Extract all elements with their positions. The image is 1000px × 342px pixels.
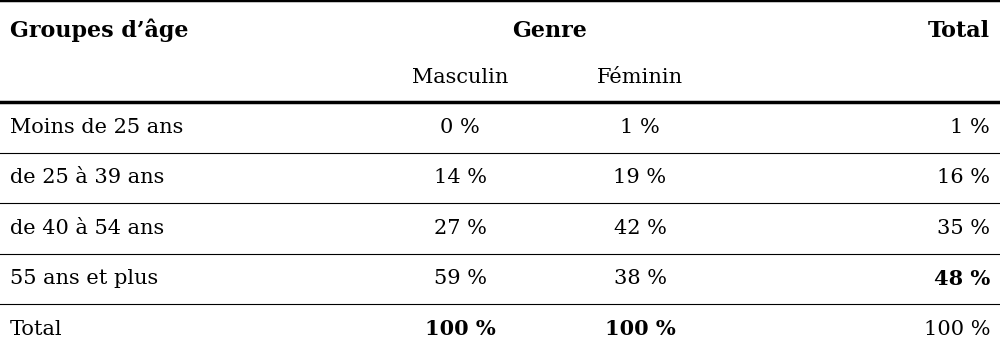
Text: de 25 à 39 ans: de 25 à 39 ans bbox=[10, 169, 164, 187]
Text: 42 %: 42 % bbox=[614, 219, 666, 238]
Text: 55 ans et plus: 55 ans et plus bbox=[10, 269, 158, 288]
Text: 48 %: 48 % bbox=[934, 269, 990, 289]
Text: 35 %: 35 % bbox=[937, 219, 990, 238]
Text: Genre: Genre bbox=[513, 20, 587, 42]
Text: 38 %: 38 % bbox=[614, 269, 666, 288]
Text: Féminin: Féminin bbox=[597, 68, 683, 87]
Text: 14 %: 14 % bbox=[434, 169, 486, 187]
Text: Moins de 25 ans: Moins de 25 ans bbox=[10, 118, 183, 137]
Text: Masculin: Masculin bbox=[412, 68, 508, 87]
Text: 27 %: 27 % bbox=[434, 219, 486, 238]
Text: 100 %: 100 % bbox=[924, 320, 990, 339]
Text: 19 %: 19 % bbox=[613, 169, 667, 187]
Text: 1 %: 1 % bbox=[950, 118, 990, 137]
Text: de 40 à 54 ans: de 40 à 54 ans bbox=[10, 219, 164, 238]
Text: 0 %: 0 % bbox=[440, 118, 480, 137]
Text: 1 %: 1 % bbox=[620, 118, 660, 137]
Text: 59 %: 59 % bbox=[434, 269, 486, 288]
Text: 100 %: 100 % bbox=[425, 319, 495, 339]
Text: 16 %: 16 % bbox=[937, 169, 990, 187]
Text: 100 %: 100 % bbox=[605, 319, 675, 339]
Text: Groupes d’âge: Groupes d’âge bbox=[10, 19, 188, 42]
Text: Total: Total bbox=[928, 20, 990, 42]
Text: Total: Total bbox=[10, 320, 63, 339]
